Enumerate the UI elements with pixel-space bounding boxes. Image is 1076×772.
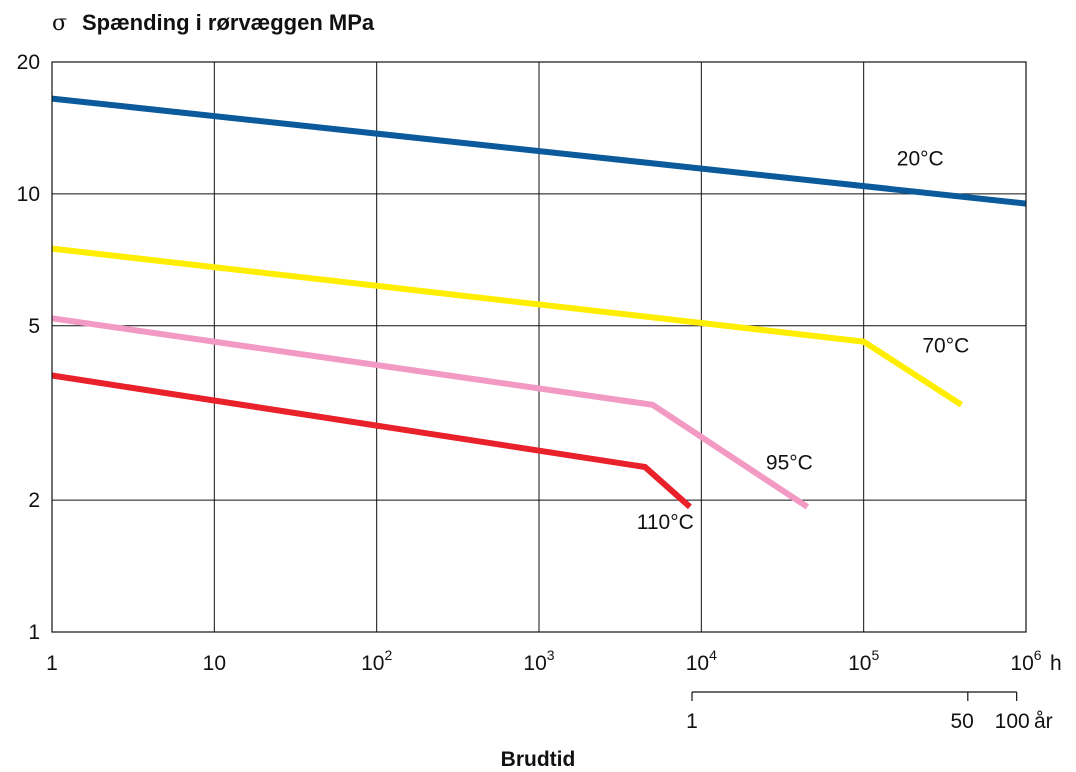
series-line <box>51 372 692 510</box>
x-tick-exponent: 5 <box>871 647 879 663</box>
x-tick-base: 10 <box>523 652 546 675</box>
secondary-tick-label: 1 <box>686 710 698 733</box>
series-group <box>51 95 1027 510</box>
x-tick-exponent: 6 <box>1034 647 1042 663</box>
series-line <box>51 315 810 510</box>
sigma-symbol: σ <box>52 11 67 36</box>
series-labels: 20°C 70°C 95°C 110°C <box>637 148 970 534</box>
series-label: 20°C <box>897 148 944 171</box>
chart-title: σ Spænding i rørvæggen MPa <box>52 10 375 36</box>
y-tick-label: 10 <box>17 183 40 206</box>
x-axis-label: Brudtid <box>501 748 576 771</box>
series-line <box>51 245 964 408</box>
secondary-tick-label: 50 <box>950 710 973 733</box>
x-tick-exponent: 2 <box>384 647 392 663</box>
grid <box>51 61 1027 633</box>
x-tick-base: 10 <box>1010 652 1033 675</box>
y-tick-label: 2 <box>28 489 40 512</box>
x-tick-base: 10 <box>848 652 871 675</box>
x-tick-label: 103 <box>523 647 554 675</box>
x-tick-base: 10 <box>361 652 384 675</box>
y-tick-label: 1 <box>28 621 40 644</box>
x-tick-label: 102 <box>361 647 392 675</box>
x-tick-exponent: 3 <box>547 647 555 663</box>
secondary-unit-label: år <box>1034 710 1053 733</box>
series-line <box>51 95 1027 207</box>
secondary-x-axis: 1 50 100 år <box>686 691 1053 733</box>
secondary-tick-label: 100 <box>995 710 1030 733</box>
series-label: 70°C <box>922 334 969 357</box>
x-tick-label: 105 <box>848 647 879 675</box>
x-unit-label: h <box>1050 652 1062 675</box>
y-tick-label: 20 <box>17 51 40 74</box>
y-axis: 20 10 5 2 1 <box>17 51 40 644</box>
x-axis: 1 10 102 103 104 105 106 h <box>46 647 1062 675</box>
series-label: 95°C <box>766 451 813 474</box>
x-tick-label: 1 <box>46 652 58 675</box>
x-tick-label: 106 <box>1010 647 1041 675</box>
x-tick-base: 10 <box>686 652 709 675</box>
x-tick-exponent: 4 <box>709 647 717 663</box>
x-tick-label: 104 <box>686 647 717 675</box>
plot-frame <box>51 61 1027 633</box>
series-label: 110°C <box>637 511 694 534</box>
x-tick-base: 1 <box>46 652 58 675</box>
chart-title-text: Spænding i rørvæggen MPa <box>82 10 375 35</box>
y-tick-label: 5 <box>28 315 40 338</box>
x-tick-label: 10 <box>203 652 226 675</box>
x-tick-base: 10 <box>203 652 226 675</box>
